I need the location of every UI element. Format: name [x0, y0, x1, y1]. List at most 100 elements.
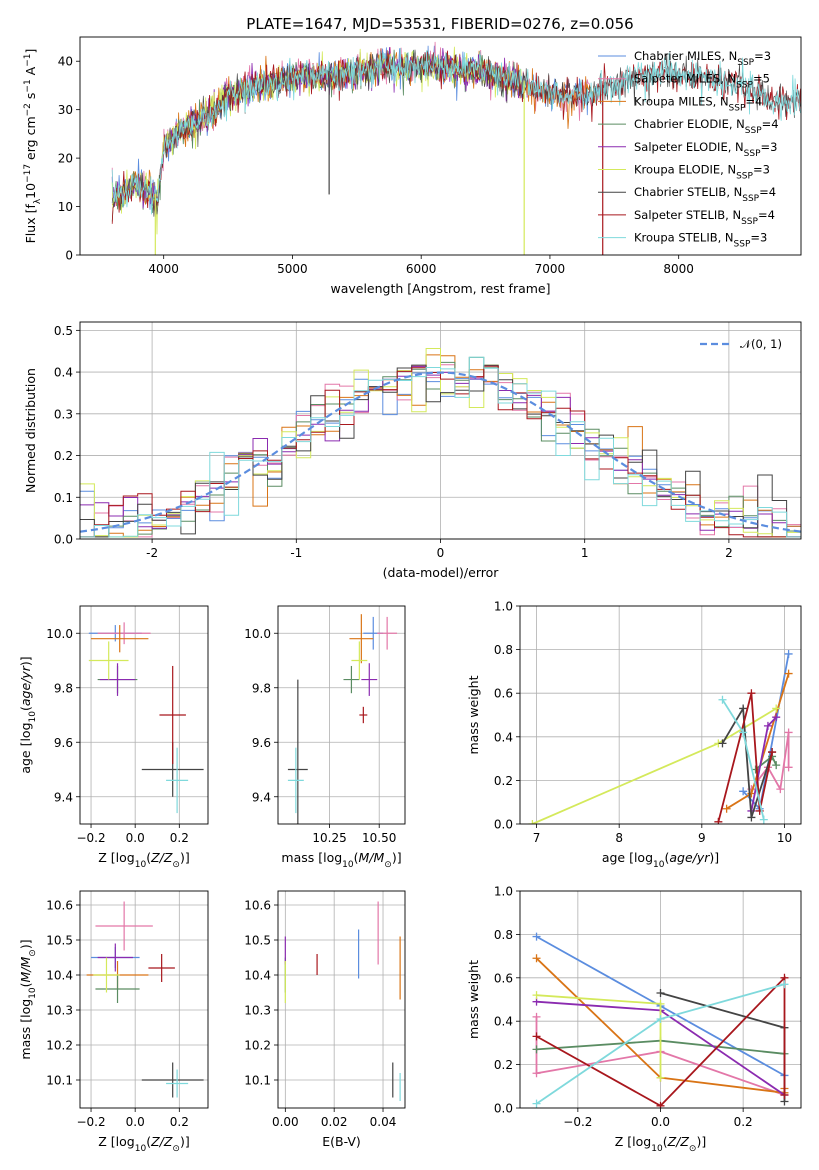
- x-axis-label: Z [log10(Z/Z⊙)]: [98, 1134, 189, 1154]
- x-tick-label: 0.0: [651, 1115, 670, 1129]
- legend: Chabrier MILES, NSSP=3 Salpeter MILES, NS…: [598, 49, 779, 250]
- weight-marker: [784, 763, 793, 772]
- y-tick-label: 10.0: [46, 627, 73, 641]
- weight-marker: [722, 804, 731, 813]
- y-tick-label: 9.6: [54, 736, 73, 750]
- y-tick-label: 10.1: [46, 1074, 73, 1088]
- y-tick-label: 0.4: [54, 366, 73, 380]
- weight-marker: [714, 817, 723, 824]
- x-tick-label: 10.50: [362, 831, 396, 845]
- point-salpeter-miles: [97, 622, 151, 645]
- weight-marker: [772, 761, 781, 770]
- point-salpeter-elodie: [361, 663, 378, 696]
- axes-spectrum: 4000 5000 6000 7000 8000 0 10 20 30 40 Chabrier MI…: [23, 36, 802, 296]
- legend-label-normal: 𝒩(0, 1): [740, 337, 782, 351]
- y-tick-label: 10.5: [244, 934, 271, 948]
- y-tick-label: 0.1: [54, 491, 73, 505]
- axes-mass-vs-ebv: 0.00 0.02 0.04 10.1 10.2 10.3 10.4 10.5 10.6 E(B-…: [244, 890, 406, 1149]
- weight-marker: [747, 813, 756, 822]
- y-tick-label: 9.6: [252, 736, 271, 750]
- y-tick-label: 9.8: [252, 681, 271, 695]
- weight-marker: [763, 721, 772, 730]
- y-tick-label: 0.0: [494, 1102, 513, 1116]
- y-axis-label: age [log10(age/yr)]: [18, 656, 38, 773]
- weight-marker: [532, 1012, 541, 1021]
- y-tick-label: 10.4: [46, 969, 73, 983]
- x-tick-label: 2: [725, 546, 733, 560]
- x-tick-label: 0.00: [272, 1115, 299, 1129]
- normal-curve: [80, 371, 801, 533]
- hist-step-chabrier-stelib: [80, 364, 801, 538]
- y-tick-label: 40: [58, 55, 73, 69]
- x-tick-label: −0.2: [76, 1115, 105, 1129]
- y-tick-label: 0.8: [494, 928, 513, 942]
- x-tick-label: 8000: [663, 262, 694, 276]
- axes-frame: [519, 605, 802, 825]
- point-kroupa-elodie: [93, 957, 120, 993]
- legend-label: Salpeter STELIB, NSSP=4: [634, 208, 775, 227]
- x-tick-label: 10: [777, 831, 792, 845]
- y-tick-label: 0.2: [54, 449, 73, 463]
- y-axis-label: Normed distribution: [23, 368, 38, 493]
- point-kroupa-miles: [349, 614, 374, 664]
- y-tick-label: 0.2: [494, 774, 513, 788]
- axes-frame: [277, 605, 406, 825]
- weight-marker: [532, 954, 541, 963]
- axes-weight-vs-age: 7 8 9 10 0.0 0.2 0.4 0.6 0.8 1.0 age [log10(age/yr…: [466, 600, 802, 870]
- y-tick-label: 0.6: [494, 971, 513, 985]
- weight-marker: [780, 980, 789, 989]
- y-tick-label: 10.3: [244, 1004, 271, 1018]
- weight-marker: [532, 932, 541, 941]
- legend-label: Kroupa ELODIE, NSSP=3: [634, 163, 770, 182]
- plot-area: [287, 614, 398, 824]
- axes-mass-vs-z: −0.2 0.0 0.2 10.1 10.2 10.3 10.4 10.5 10.6 Z [log…: [18, 890, 209, 1154]
- weight-marker: [772, 713, 781, 722]
- hist-step-kroupa-stelib: [80, 356, 801, 538]
- x-tick-label: 4000: [148, 262, 179, 276]
- x-tick-label: 0.2: [734, 1115, 753, 1129]
- point-kroupa-elodie: [351, 641, 368, 680]
- point-salpeter-stelib: [159, 665, 186, 765]
- y-tick-label: 10.2: [46, 1039, 73, 1053]
- y-tick-label: 1.0: [494, 600, 513, 614]
- weight-line-salpeter-stelib: [536, 975, 786, 1107]
- weight-marker: [656, 988, 665, 997]
- axes-age-vs-mass: 10.25 10.50 9.4 9.6 9.8 10.0 mass [log10(M/M⊙)…: [244, 605, 406, 870]
- point-salpeter-stelib: [359, 706, 368, 724]
- y-tick-label: 30: [58, 103, 73, 117]
- y-tick-label: 0: [65, 249, 73, 263]
- point-salpeter-stelib: [148, 954, 175, 982]
- point-chabrier-elodie: [343, 665, 360, 694]
- y-tick-label: 10.6: [244, 899, 271, 913]
- weight-marker: [739, 787, 748, 796]
- y-tick-label: 10.1: [244, 1074, 271, 1088]
- x-tick-label: -2: [146, 546, 158, 560]
- y-tick-label: 10.4: [244, 969, 271, 983]
- weight-marker: [772, 704, 781, 713]
- point-chabrier-stelib: [141, 1062, 204, 1098]
- x-tick-label: 0: [437, 546, 445, 560]
- weight-line-salpeter-stelib: [717, 692, 773, 823]
- y-tick-label: 10.3: [46, 1004, 73, 1018]
- point-kroupa-stelib: [287, 747, 304, 814]
- x-axis-label: (data-model)/error: [383, 565, 500, 580]
- x-tick-label: −0.2: [76, 831, 105, 845]
- y-axis-label: mass weight: [466, 960, 481, 1039]
- y-tick-label: 10.6: [46, 899, 73, 913]
- x-tick-label: 0.0: [126, 1115, 145, 1129]
- weight-line-salpeter-miles: [535, 1016, 785, 1096]
- point-kroupa-stelib: [166, 1069, 189, 1098]
- x-tick-label: 7: [533, 831, 541, 845]
- axes-frame: [519, 890, 802, 1109]
- weight-marker: [718, 695, 727, 704]
- y-tick-label: 0.3: [54, 407, 73, 421]
- y-tick-label: 9.8: [54, 681, 73, 695]
- y-tick-label: 10.2: [244, 1039, 271, 1053]
- y-axis-label: Flux [fλ10−17 erg cm−2 s−1 A−1]: [23, 49, 43, 244]
- plot-area: [88, 622, 204, 814]
- figure-title: PLATE=1647, MJD=53531, FIBERID=0276, z=0…: [246, 15, 633, 33]
- point-salpeter-elodie: [99, 663, 136, 696]
- x-tick-label: 7000: [535, 262, 566, 276]
- weight-marker: [739, 728, 748, 737]
- axes-frame: [79, 321, 802, 540]
